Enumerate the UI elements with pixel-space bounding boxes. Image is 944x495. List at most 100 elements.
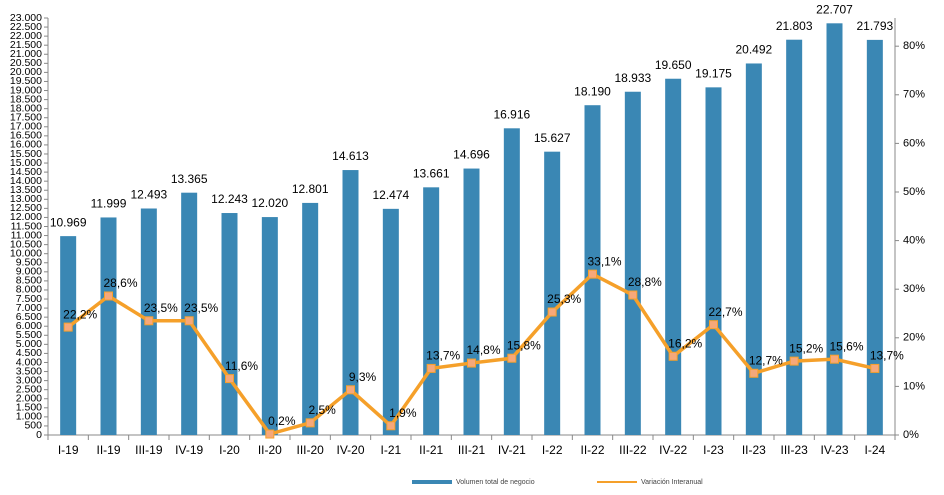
line-marker	[547, 307, 557, 317]
line-marker	[870, 363, 880, 373]
bar-value-label: 12.474	[372, 188, 409, 202]
line-value-label: 1,9%	[389, 406, 417, 420]
bar	[100, 217, 117, 435]
y-tick-label: 18.000	[10, 102, 42, 114]
line-value-label: 13,7%	[870, 349, 904, 363]
x-tick-label: IV-20	[336, 443, 364, 457]
y2-tick-label: 40%	[903, 235, 925, 247]
line-value-label: 22,7%	[708, 305, 742, 319]
line-value-label: 13,7%	[426, 349, 460, 363]
y-tick-label: 12.000	[10, 211, 42, 223]
y-tick-label: 21.500	[10, 39, 42, 51]
line-marker	[507, 353, 517, 363]
line-marker	[184, 316, 194, 326]
bar-value-label: 12.493	[130, 188, 167, 202]
line-value-label: 15,8%	[507, 338, 541, 352]
bar	[866, 39, 883, 436]
line-value-label: 12,7%	[749, 353, 783, 367]
line-marker	[426, 363, 436, 373]
bar	[624, 91, 641, 435]
y-tick-label: 20.000	[10, 66, 42, 78]
y-tick-label: 3.000	[16, 374, 42, 386]
x-tick-label: IV-22	[659, 443, 687, 457]
line-marker	[467, 358, 476, 368]
bar	[382, 208, 399, 435]
y-tick-label: 11.500	[11, 220, 42, 232]
y-tick-label: 5.500	[16, 329, 42, 341]
y-tick-label: 6.500	[16, 311, 42, 323]
line-value-label: 23,5%	[184, 301, 218, 315]
bar	[221, 213, 238, 435]
y-tick-label: 2.500	[16, 383, 42, 395]
y-tick-label: 22.500	[10, 21, 42, 33]
bar-value-label: 21.803	[776, 19, 813, 33]
y2-tick-label: 20%	[903, 332, 925, 344]
line-value-label: 11,6%	[225, 359, 258, 373]
line-marker	[225, 374, 234, 384]
y2-tick-label: 30%	[903, 283, 925, 295]
y-tick-label: 12.500	[10, 202, 42, 214]
line-value-label: 25,3%	[547, 292, 581, 306]
bar-value-label: 10.969	[50, 215, 87, 229]
legend-label: Variación Interanual	[641, 479, 703, 486]
y-tick-label: 6.000	[16, 320, 42, 332]
y-tick-label: 8.500	[16, 275, 42, 287]
y2-tick-label: 60%	[903, 137, 925, 149]
line-value-label: 22,2%	[63, 307, 97, 321]
bar-value-label: 13.365	[171, 172, 208, 186]
bar-value-label: 12.801	[292, 182, 329, 196]
y-tick-label: 0	[36, 429, 42, 441]
x-tick-label: I-20	[219, 443, 240, 457]
x-tick-label: IV-23	[820, 443, 848, 457]
bar	[705, 87, 722, 436]
line-value-label: 0,2%	[268, 414, 296, 428]
line-marker	[386, 421, 396, 431]
y-tick-label: 4.500	[16, 347, 42, 359]
bar-value-label: 19.175	[695, 67, 732, 81]
line-marker	[588, 269, 597, 279]
bar-value-label: 14.696	[453, 148, 490, 162]
y-tick-label: 22.000	[10, 30, 42, 42]
x-tick-label: IV-19	[175, 443, 203, 457]
y2-tick-label: 0%	[903, 429, 919, 441]
y-tick-label: 16.000	[10, 139, 42, 151]
bar	[60, 236, 77, 435]
bar-value-label: 16.916	[493, 107, 530, 121]
bar-value-label: 13.661	[413, 166, 450, 180]
line-value-label: 16,2%	[668, 336, 702, 350]
line-value-label: 9,3%	[349, 370, 377, 384]
y-tick-label: 20.500	[10, 57, 42, 69]
y-tick-label: 14.000	[10, 175, 42, 187]
y-tick-label: 4.000	[16, 356, 42, 368]
bar-value-label: 19.650	[655, 58, 692, 72]
line-marker	[305, 418, 315, 428]
bar-value-label: 12.020	[251, 196, 288, 210]
line-value-label: 33,1%	[587, 254, 621, 268]
y-tick-label: 15.500	[10, 148, 42, 160]
x-tick-label: I-22	[542, 443, 563, 457]
y-tick-label: 10.500	[10, 238, 42, 250]
y-tick-label: 19.500	[10, 75, 42, 87]
line-value-label: 23,5%	[144, 301, 178, 315]
bar	[826, 23, 843, 435]
y-tick-label: 1.000	[16, 411, 42, 423]
bar-value-label: 22.707	[816, 2, 853, 16]
line-marker	[830, 354, 839, 364]
line-marker	[709, 320, 718, 330]
y-tick-label: 7.000	[16, 302, 42, 314]
y-tick-label: 14.500	[10, 166, 42, 178]
x-tick-label: I-24	[864, 443, 885, 457]
y2-tick-label: 10%	[903, 380, 925, 392]
x-tick-label: III-22	[619, 443, 647, 457]
line-marker	[789, 356, 799, 366]
x-tick-label: III-19	[135, 443, 163, 457]
x-tick-label: I-21	[380, 443, 401, 457]
y-tick-label: 17.000	[10, 121, 42, 133]
x-tick-label: III-21	[458, 443, 486, 457]
bar-value-label: 18.933	[614, 71, 651, 85]
bar-value-label: 18.190	[574, 84, 611, 98]
bar	[423, 187, 440, 435]
bar	[463, 168, 480, 436]
y-tick-label: 8.000	[16, 284, 42, 296]
